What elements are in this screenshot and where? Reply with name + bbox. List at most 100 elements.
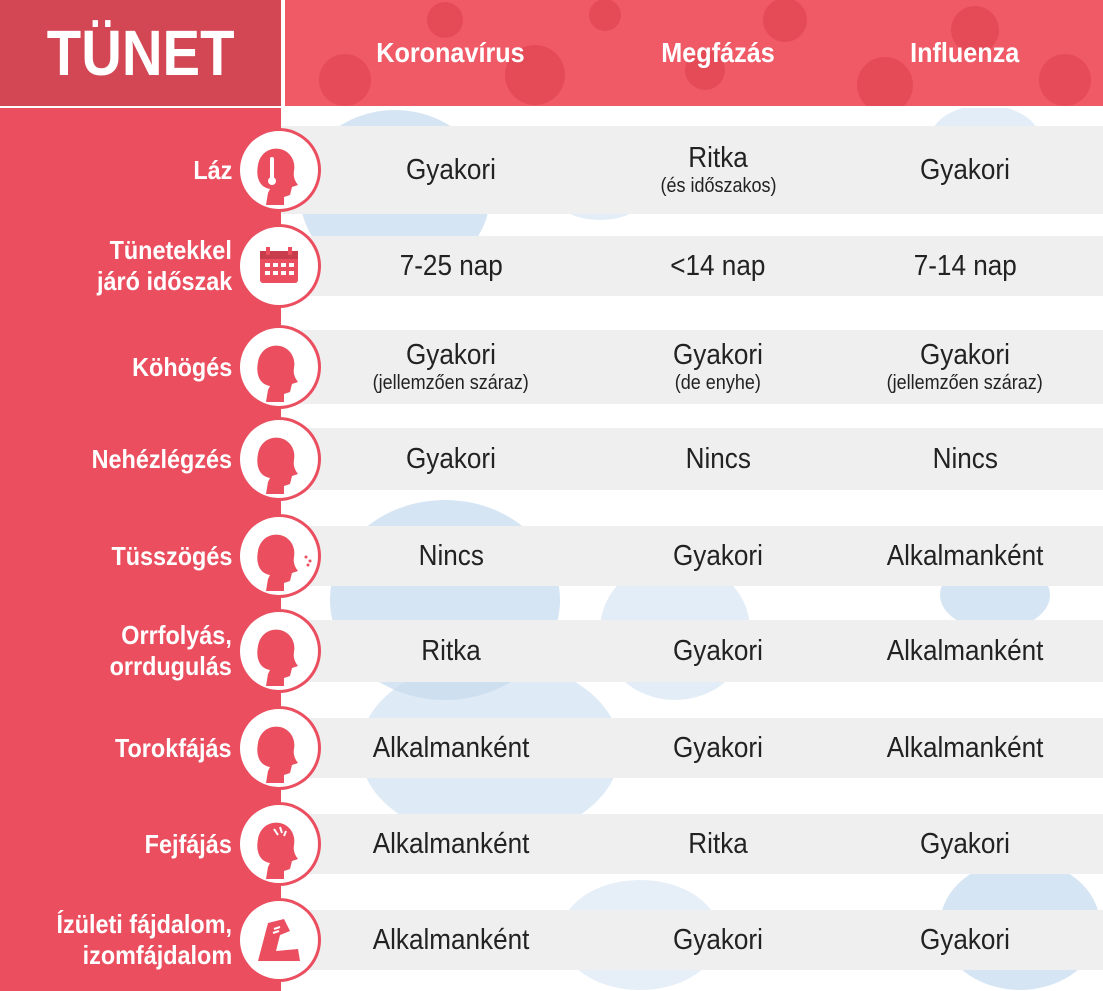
table-cell: Alkalmanként	[326, 814, 576, 874]
cell-value: Alkalmanként	[372, 828, 530, 860]
table-cell: Gyakori (jellemzően száraz)	[840, 330, 1090, 404]
cell-value: Ritka	[688, 142, 748, 174]
column-header: Koronavírus Megfázás Influenza	[285, 0, 1103, 106]
table-row	[281, 620, 1103, 682]
cell-value: Gyakori	[920, 339, 1010, 371]
table-cell: Gyakori	[593, 718, 843, 778]
cell-value: Gyakori	[920, 154, 1010, 186]
cell-note: (de enyhe)	[674, 372, 762, 394]
cell-value: Ritka	[688, 828, 748, 860]
fever-thermometer-icon	[240, 131, 318, 209]
symptom-label: Torokfájás	[0, 708, 232, 788]
table-cell: Gyakori (jellemzően száraz)	[326, 330, 576, 404]
cell-value: Gyakori	[406, 443, 496, 475]
runny-nose-icon	[240, 612, 318, 690]
table-cell: 7-25 nap	[326, 236, 576, 296]
headache-icon	[240, 805, 318, 883]
symptom-label: Ízületi fájdalom, izomfájdalom	[0, 900, 232, 980]
cell-note: (jellemzően száraz)	[372, 372, 530, 394]
virus-pattern-icon	[319, 0, 1091, 106]
table-cell: Gyakori	[593, 620, 843, 682]
cell-value: Alkalmanként	[372, 732, 530, 764]
cell-value: <14 nap	[670, 250, 766, 282]
table-cell: Gyakori (de enyhe)	[593, 330, 843, 404]
table-cell: Alkalmanként	[840, 718, 1090, 778]
symptom-label-line: izomfájdalom	[82, 940, 232, 970]
table-cell: Gyakori	[840, 814, 1090, 874]
symptom-label: Tünetekkel járó időszak	[0, 226, 232, 306]
table-cell: Ritka	[593, 814, 843, 874]
symptom-label: Köhögés	[0, 327, 232, 407]
table-cell: Gyakori	[840, 910, 1090, 970]
sneeze-icon	[240, 517, 318, 595]
symptom-label-line: Torokfájás	[115, 732, 232, 763]
cell-value: Alkalmanként	[886, 635, 1044, 667]
symptom-label: Fejfájás	[0, 804, 232, 884]
cell-value: Gyakori	[673, 540, 763, 572]
table-cell: <14 nap	[593, 236, 843, 296]
cell-value: Gyakori	[673, 732, 763, 764]
table-row	[281, 526, 1103, 586]
table-cell: Nincs	[326, 526, 576, 586]
cell-value: Alkalmanként	[886, 732, 1044, 764]
table-row	[281, 236, 1103, 296]
table-cell: Gyakori	[326, 428, 576, 490]
table-cell: Gyakori	[840, 126, 1090, 214]
cell-value: Gyakori	[673, 924, 763, 956]
cell-value: Nincs	[932, 443, 998, 475]
cell-note: (és időszakos)	[659, 175, 777, 197]
table-cell: 7-14 nap	[840, 236, 1090, 296]
symptom-sidebar	[0, 108, 281, 991]
symptom-label-line: Tüsszögés	[111, 540, 232, 571]
table-cell: Ritka (és időszakos)	[593, 126, 843, 214]
table-cell: Alkalmanként	[840, 526, 1090, 586]
title-box: TÜNET	[0, 0, 281, 106]
table-cell: Gyakori	[593, 910, 843, 970]
cell-value: Gyakori	[406, 154, 496, 186]
table-cell: Gyakori	[326, 126, 576, 214]
symptom-label-line: Ízületi fájdalom,	[56, 909, 232, 939]
cough-icon	[240, 328, 318, 406]
cell-value: 7-25 nap	[399, 250, 503, 282]
table-row	[281, 126, 1103, 214]
symptom-label: Nehézlégzés	[0, 419, 232, 499]
breathing-difficulty-icon	[240, 420, 318, 498]
cell-value: Gyakori	[406, 339, 496, 371]
cell-value: Ritka	[421, 635, 481, 667]
symptom-label: Orrfolyás, orrdugulás	[0, 611, 232, 691]
symptom-label-line: Fejfájás	[144, 828, 232, 859]
cell-value: Nincs	[685, 443, 751, 475]
table-cell: Alkalmanként	[326, 910, 576, 970]
symptom-label-line: Nehézlégzés	[91, 443, 232, 474]
table-cell: Alkalmanként	[326, 718, 576, 778]
cell-value: Nincs	[418, 540, 484, 572]
table-cell: Gyakori	[593, 526, 843, 586]
symptom-label-line: járó időszak	[96, 266, 232, 296]
table-cell: Nincs	[593, 428, 843, 490]
page-title: TÜNET	[46, 17, 235, 89]
table-row	[281, 330, 1103, 404]
symptom-label-line: Tünetekkel	[109, 235, 232, 265]
cell-note: (jellemzően száraz)	[886, 372, 1044, 394]
table-row	[281, 718, 1103, 778]
symptom-label-line: Köhögés	[131, 351, 232, 382]
table-cell: Ritka	[326, 620, 576, 682]
symptom-label-line: Orrfolyás,	[121, 620, 232, 650]
header-influenza: Influenza	[910, 37, 1020, 68]
header-koronavirus: Koronavírus	[375, 37, 525, 68]
table-row	[281, 428, 1103, 490]
table-cell: Alkalmanként	[840, 620, 1090, 682]
symptom-label: Tüsszögés	[0, 516, 232, 596]
symptom-label-line: Láz	[192, 154, 232, 185]
header-divider	[281, 0, 285, 108]
cell-value: Gyakori	[920, 828, 1010, 860]
symptom-label-line: orrdugulás	[109, 651, 232, 681]
header-megfazas: Megfázás	[661, 37, 775, 68]
sore-throat-icon	[240, 709, 318, 787]
cell-value: Alkalmanként	[886, 540, 1044, 572]
cell-value: 7-14 nap	[913, 250, 1017, 282]
cell-value: Alkalmanként	[372, 924, 530, 956]
symptom-label: Láz	[0, 130, 232, 210]
joint-pain-icon	[240, 901, 318, 979]
header-separator	[0, 106, 1103, 108]
